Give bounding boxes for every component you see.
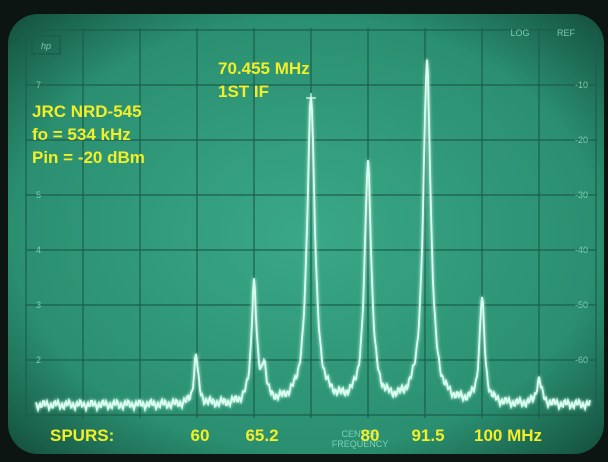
analyzer-photo: hp LOG REF CENTER FREQUENCY 70.455 MHz 1… xyxy=(0,0,608,462)
spur-label: 60 xyxy=(191,426,210,445)
right-scale: -50 xyxy=(575,300,588,310)
right-scale: -20 xyxy=(575,135,588,145)
ref-label: REF xyxy=(557,28,576,38)
pin: Pin = -20 dBm xyxy=(32,148,145,167)
left-scale: 4 xyxy=(36,245,41,255)
spur-label: 80 xyxy=(361,426,380,445)
log-label: LOG xyxy=(510,28,529,38)
right-scale: -30 xyxy=(575,190,588,200)
right-scale: -60 xyxy=(575,355,588,365)
left-scale: 5 xyxy=(36,190,41,200)
if-label: 1ST IF xyxy=(218,82,269,101)
spur-label: 65.2 xyxy=(245,426,278,445)
right-scale: -10 xyxy=(575,80,588,90)
right-scale: -40 xyxy=(575,245,588,255)
spurs-label: SPURS: xyxy=(50,426,114,445)
spur-label: 91.5 xyxy=(411,426,444,445)
fo: fo = 534 kHz xyxy=(32,125,131,144)
left-scale: 3 xyxy=(36,300,41,310)
left-scale: 7 xyxy=(36,80,41,90)
spur-label: 100 MHz xyxy=(474,426,542,445)
left-scale: 2 xyxy=(36,355,41,365)
if-frequency: 70.455 MHz xyxy=(218,59,310,78)
badge: hp xyxy=(41,41,51,51)
receiver: JRC NRD-545 xyxy=(32,102,142,121)
